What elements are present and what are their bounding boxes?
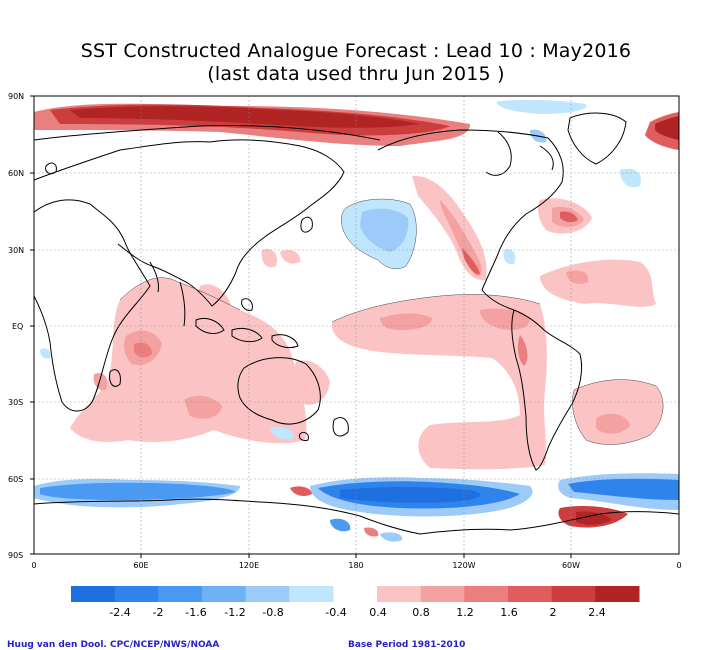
colorbar-swatch-negative — [202, 586, 247, 602]
latitude-axis: 90N 60N 30N EQ 30S 60S 90S — [8, 92, 24, 560]
colorbar-label: 2.4 — [588, 606, 606, 619]
lon-label: 120E — [239, 561, 259, 570]
colorbar-label: 0.8 — [412, 606, 430, 619]
lat-ticks — [30, 95, 34, 555]
lon-label: 180 — [348, 561, 363, 570]
colorbar-swatch-positive — [377, 586, 422, 602]
lat-label: 90N — [8, 92, 24, 101]
colorbar-label: -2.4 — [109, 606, 130, 619]
colorbar-label: -0.8 — [262, 606, 283, 619]
map-title: SST Constructed Analogue Forecast : Lead… — [80, 40, 632, 62]
colorbar-swatch-negative — [71, 586, 116, 602]
lon-label: 0 — [676, 561, 681, 570]
lon-ticks — [140, 554, 572, 558]
colorbar-swatch-negative — [114, 586, 159, 602]
lon-label: 120W — [452, 561, 475, 570]
contour-lines — [119, 198, 664, 445]
colorbar-swatch-positive — [464, 586, 509, 602]
lat-label: 30N — [8, 246, 24, 255]
lat-label: 30S — [8, 398, 23, 407]
colorbar-swatch-negative — [245, 586, 290, 602]
warm-anomaly-regions — [34, 103, 679, 537]
colorbar-swatch-positive — [551, 586, 596, 602]
longitude-axis: 0 60E 120E 180 120W 60W 0 — [31, 561, 681, 570]
colorbar-swatch-negative — [158, 586, 203, 602]
colorbar-label: -1.2 — [224, 606, 245, 619]
colorbar-negative — [71, 586, 334, 602]
colorbar-label: 0.4 — [369, 606, 387, 619]
colorbar-label: -2 — [153, 606, 164, 619]
lat-label: 90S — [8, 551, 23, 560]
credit-base-period: Base Period 1981-2010 — [348, 640, 466, 650]
colorbar-label: -1.6 — [185, 606, 206, 619]
colorbar-swatch-positive — [595, 586, 640, 602]
lon-label: 60W — [562, 561, 580, 570]
colorbar-label: 2 — [550, 606, 557, 619]
cool-anomaly-regions — [34, 99, 679, 542]
lat-label: 60S — [8, 475, 23, 484]
colorbar-label: -0.4 — [325, 606, 346, 619]
lon-label: 0 — [31, 561, 36, 570]
lat-label: EQ — [12, 322, 23, 331]
credit-author: Huug van den Dool. CPC/NCEP/NWS/NOAA — [7, 640, 220, 650]
map-subtitle: (last data used thru Jun 2015 ) — [207, 63, 505, 85]
colorbar-swatch-negative — [289, 586, 334, 602]
lon-label: 60E — [133, 561, 148, 570]
coastlines — [34, 112, 679, 535]
colorbar-label: 1.2 — [456, 606, 474, 619]
colorbar-swatch-positive — [508, 586, 553, 602]
colorbar-labels: -2.4 -2 -1.6 -1.2 -0.8 -0.4 0.4 0.8 1.2 … — [109, 606, 605, 619]
colorbar-swatch-positive — [420, 586, 465, 602]
colorbar-positive — [377, 586, 640, 602]
colorbar-label: 1.6 — [500, 606, 518, 619]
gridlines — [34, 96, 679, 554]
lat-label: 60N — [8, 169, 24, 178]
colorbar: -2.4 -2 -1.6 -1.2 -0.8 -0.4 0.4 0.8 1.2 … — [71, 586, 640, 619]
